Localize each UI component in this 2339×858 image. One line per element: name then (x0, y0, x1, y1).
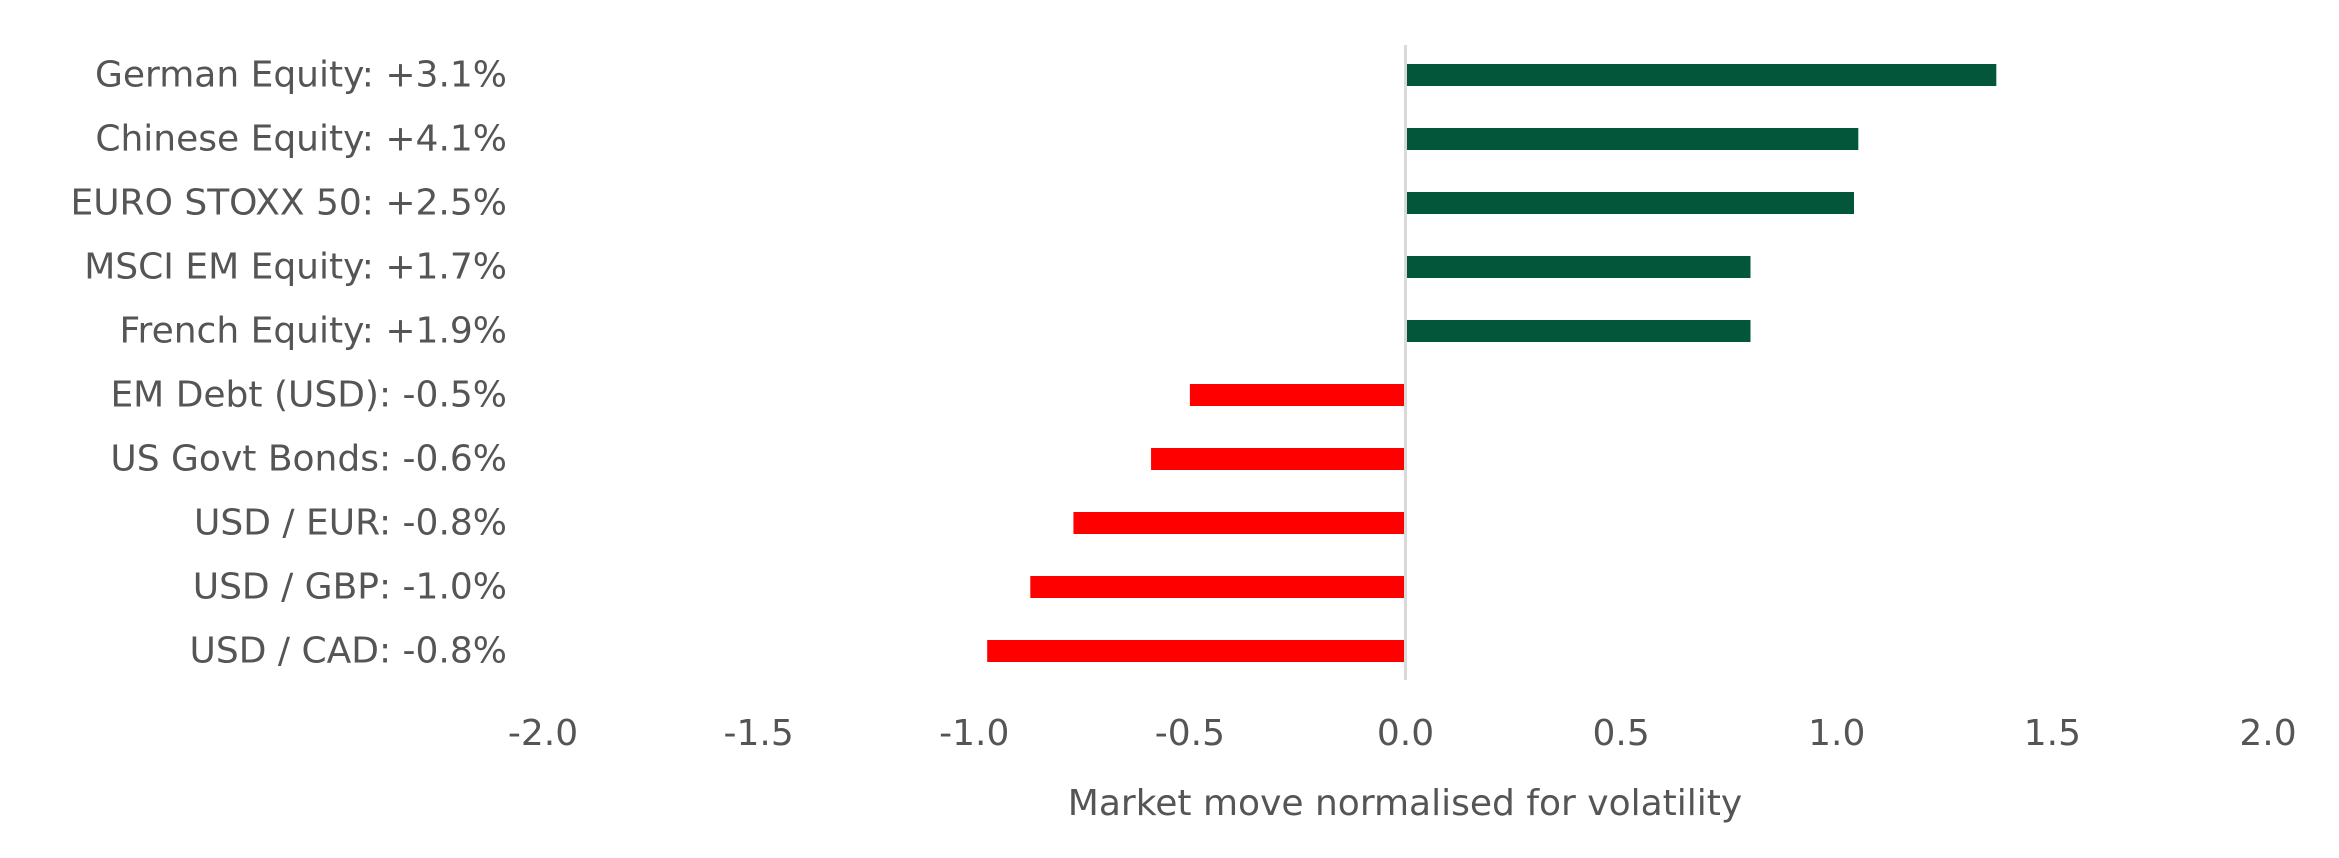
bar-chinese-equity (1405, 128, 1859, 150)
x-tick-label: 1.0 (1808, 713, 1865, 754)
x-tick-label: -0.5 (1155, 713, 1225, 754)
category-label-euro-stoxx-50: EURO STOXX 50: +2.5% (70, 183, 507, 224)
x-tick-label: -1.0 (939, 713, 1009, 754)
bar-usd-cad (987, 640, 1406, 662)
category-label-msci-em-equity: MSCI EM Equity: +1.7% (84, 247, 507, 288)
category-label-french-equity: French Equity: +1.9% (119, 311, 507, 352)
bar-german-equity (1405, 64, 1997, 86)
category-labels: German Equity: +3.1% Chinese Equity: +4.1… (70, 55, 507, 672)
x-tick-label: 0.5 (1592, 713, 1649, 754)
x-tick-labels: -2.0 -1.5 -1.0 -0.5 0.0 0.5 1.0 1.5 2.0 (508, 713, 2297, 754)
bar-french-equity (1405, 320, 1751, 342)
x-tick-label: 2.0 (2239, 713, 2296, 754)
x-axis-title: Market move normalised for volatility (1068, 783, 1742, 824)
category-label-us-govt-bonds: US Govt Bonds: -0.6% (110, 439, 507, 480)
bar-usd-eur (1073, 512, 1406, 534)
x-tick-label: -1.5 (724, 713, 794, 754)
x-tick-label: -2.0 (508, 713, 578, 754)
category-label-usd-eur: USD / EUR: -0.8% (194, 503, 507, 544)
bars-layer (987, 64, 1997, 662)
bar-em-debt-usd (1189, 384, 1406, 406)
category-label-usd-gbp: USD / GBP: -1.0% (193, 567, 507, 608)
category-label-em-debt-usd: EM Debt (USD): -0.5% (110, 375, 507, 416)
x-tick-label: 0.0 (1377, 713, 1434, 754)
x-tick-label: 1.5 (2024, 713, 2081, 754)
bar-us-govt-bonds (1151, 448, 1406, 470)
bar-usd-gbp (1030, 576, 1406, 598)
category-label-usd-cad: USD / CAD: -0.8% (190, 631, 507, 672)
bar-msci-em-equity (1405, 256, 1751, 278)
category-label-chinese-equity: Chinese Equity: +4.1% (95, 119, 507, 160)
category-label-german-equity: German Equity: +3.1% (95, 55, 507, 96)
bar-euro-stoxx-50 (1405, 192, 1854, 214)
